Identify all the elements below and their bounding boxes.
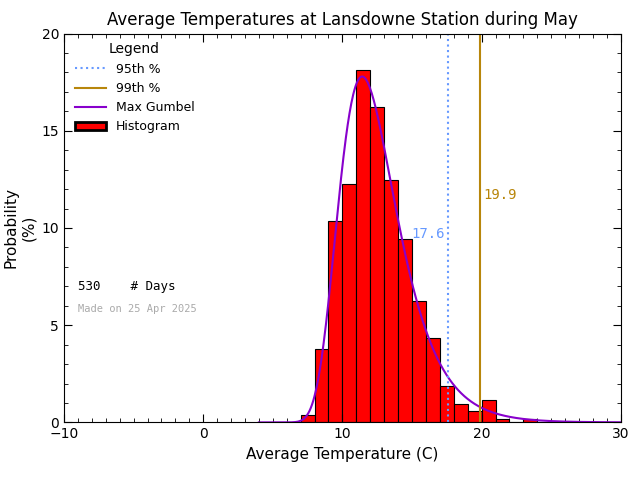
Text: Made on 25 Apr 2025: Made on 25 Apr 2025	[78, 304, 196, 314]
Bar	[495, 419, 509, 422]
Bar	[370, 107, 384, 422]
Text: 17.6: 17.6	[412, 227, 445, 240]
Bar	[426, 338, 440, 422]
Text: 19.9: 19.9	[484, 188, 517, 202]
Bar	[468, 411, 482, 422]
Bar	[384, 180, 398, 422]
Bar	[524, 419, 538, 422]
Y-axis label: Probability
(%): Probability (%)	[4, 188, 36, 268]
Bar	[301, 415, 315, 422]
Bar	[342, 184, 356, 422]
Bar	[454, 404, 468, 422]
Bar	[440, 385, 454, 422]
Bar	[398, 239, 412, 422]
Bar	[328, 221, 342, 422]
Text: 530    # Days: 530 # Days	[78, 280, 175, 293]
Bar	[315, 349, 328, 422]
Bar	[412, 301, 426, 422]
Title: Average Temperatures at Lansdowne Station during May: Average Temperatures at Lansdowne Statio…	[107, 11, 578, 29]
Bar	[481, 400, 495, 422]
X-axis label: Average Temperature (C): Average Temperature (C)	[246, 447, 438, 462]
Bar	[356, 71, 370, 422]
Legend: 95th %, 99th %, Max Gumbel, Histogram: 95th %, 99th %, Max Gumbel, Histogram	[70, 37, 200, 139]
